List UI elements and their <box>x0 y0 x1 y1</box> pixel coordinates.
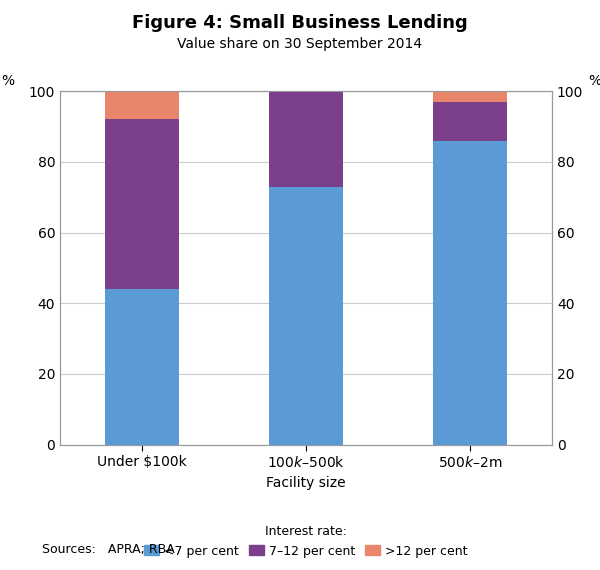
Text: Figure 4: Small Business Lending: Figure 4: Small Business Lending <box>132 14 468 32</box>
Bar <box>105 120 179 289</box>
Legend: <7 per cent, 7–12 per cent, >12 per cent: <7 per cent, 7–12 per cent, >12 per cent <box>140 522 472 561</box>
Bar <box>269 186 343 445</box>
Bar <box>433 141 507 445</box>
Text: %: % <box>588 74 600 88</box>
Bar <box>105 91 179 120</box>
Text: %: % <box>1 74 14 88</box>
Bar <box>105 289 179 445</box>
Bar <box>433 91 507 102</box>
X-axis label: Facility size: Facility size <box>266 475 346 490</box>
Bar <box>433 102 507 141</box>
Text: Sources:   APRA; RBA: Sources: APRA; RBA <box>42 543 175 556</box>
Text: Value share on 30 September 2014: Value share on 30 September 2014 <box>178 37 422 51</box>
Bar <box>269 91 343 186</box>
